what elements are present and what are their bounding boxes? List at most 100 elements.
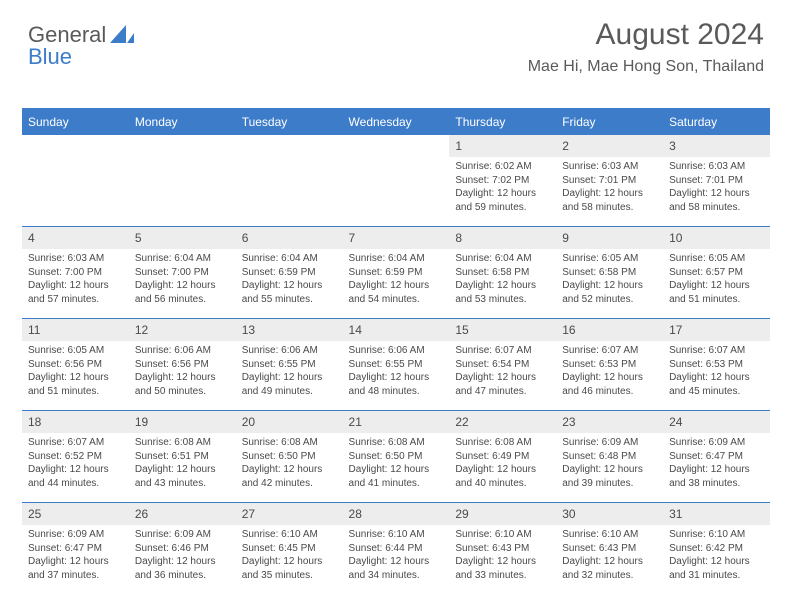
day-details: Sunrise: 6:03 AMSunset: 7:00 PMDaylight:… [22, 249, 129, 312]
day-number: 17 [663, 318, 770, 341]
calendar-table: Sunday Monday Tuesday Wednesday Thursday… [22, 108, 770, 594]
calendar-cell: 11Sunrise: 6:05 AMSunset: 6:56 PMDayligh… [22, 318, 129, 410]
day-details: Sunrise: 6:04 AMSunset: 7:00 PMDaylight:… [129, 249, 236, 312]
calendar-cell [343, 134, 450, 226]
calendar-row: 25Sunrise: 6:09 AMSunset: 6:47 PMDayligh… [22, 502, 770, 594]
calendar-cell: 6Sunrise: 6:04 AMSunset: 6:59 PMDaylight… [236, 226, 343, 318]
day-number: 16 [556, 318, 663, 341]
day-number: 21 [343, 410, 450, 433]
day-number: 2 [556, 134, 663, 157]
calendar-cell: 25Sunrise: 6:09 AMSunset: 6:47 PMDayligh… [22, 502, 129, 594]
day-number: 6 [236, 226, 343, 249]
weekday-header: Wednesday [343, 109, 450, 134]
day-number: 4 [22, 226, 129, 249]
day-number: 28 [343, 502, 450, 525]
calendar-cell [129, 134, 236, 226]
day-details: Sunrise: 6:03 AMSunset: 7:01 PMDaylight:… [663, 157, 770, 220]
day-number: 9 [556, 226, 663, 249]
day-details: Sunrise: 6:05 AMSunset: 6:57 PMDaylight:… [663, 249, 770, 312]
weekday-header: Thursday [449, 109, 556, 134]
day-details: Sunrise: 6:04 AMSunset: 6:59 PMDaylight:… [343, 249, 450, 312]
calendar-cell: 19Sunrise: 6:08 AMSunset: 6:51 PMDayligh… [129, 410, 236, 502]
brand-word2: Blue [28, 44, 72, 69]
calendar-cell: 26Sunrise: 6:09 AMSunset: 6:46 PMDayligh… [129, 502, 236, 594]
calendar-cell: 10Sunrise: 6:05 AMSunset: 6:57 PMDayligh… [663, 226, 770, 318]
day-details: Sunrise: 6:04 AMSunset: 6:58 PMDaylight:… [449, 249, 556, 312]
day-number: 29 [449, 502, 556, 525]
day-number: 10 [663, 226, 770, 249]
day-details: Sunrise: 6:05 AMSunset: 6:58 PMDaylight:… [556, 249, 663, 312]
calendar-cell: 24Sunrise: 6:09 AMSunset: 6:47 PMDayligh… [663, 410, 770, 502]
weekday-header: Tuesday [236, 109, 343, 134]
calendar-cell: 5Sunrise: 6:04 AMSunset: 7:00 PMDaylight… [129, 226, 236, 318]
weekday-header: Friday [556, 109, 663, 134]
day-details: Sunrise: 6:10 AMSunset: 6:43 PMDaylight:… [556, 525, 663, 588]
location-subtitle: Mae Hi, Mae Hong Son, Thailand [528, 58, 764, 76]
calendar-cell: 22Sunrise: 6:08 AMSunset: 6:49 PMDayligh… [449, 410, 556, 502]
calendar-cell: 4Sunrise: 6:03 AMSunset: 7:00 PMDaylight… [22, 226, 129, 318]
calendar-row: 18Sunrise: 6:07 AMSunset: 6:52 PMDayligh… [22, 410, 770, 502]
calendar-cell: 30Sunrise: 6:10 AMSunset: 6:43 PMDayligh… [556, 502, 663, 594]
calendar-cell: 8Sunrise: 6:04 AMSunset: 6:58 PMDaylight… [449, 226, 556, 318]
page-title: August 2024 [528, 18, 764, 52]
title-block: August 2024 Mae Hi, Mae Hong Son, Thaila… [528, 18, 764, 76]
day-number: 8 [449, 226, 556, 249]
calendar-cell: 9Sunrise: 6:05 AMSunset: 6:58 PMDaylight… [556, 226, 663, 318]
calendar-cell [236, 134, 343, 226]
calendar-cell: 31Sunrise: 6:10 AMSunset: 6:42 PMDayligh… [663, 502, 770, 594]
day-number: 31 [663, 502, 770, 525]
day-number: 7 [343, 226, 450, 249]
calendar-cell: 28Sunrise: 6:10 AMSunset: 6:44 PMDayligh… [343, 502, 450, 594]
day-details: Sunrise: 6:07 AMSunset: 6:53 PMDaylight:… [556, 341, 663, 404]
calendar-row: 4Sunrise: 6:03 AMSunset: 7:00 PMDaylight… [22, 226, 770, 318]
day-details: Sunrise: 6:10 AMSunset: 6:45 PMDaylight:… [236, 525, 343, 588]
calendar-cell: 3Sunrise: 6:03 AMSunset: 7:01 PMDaylight… [663, 134, 770, 226]
day-details: Sunrise: 6:02 AMSunset: 7:02 PMDaylight:… [449, 157, 556, 220]
calendar-cell: 7Sunrise: 6:04 AMSunset: 6:59 PMDaylight… [343, 226, 450, 318]
day-details: Sunrise: 6:05 AMSunset: 6:56 PMDaylight:… [22, 341, 129, 404]
day-details: Sunrise: 6:09 AMSunset: 6:46 PMDaylight:… [129, 525, 236, 588]
calendar-cell: 18Sunrise: 6:07 AMSunset: 6:52 PMDayligh… [22, 410, 129, 502]
day-details: Sunrise: 6:07 AMSunset: 6:54 PMDaylight:… [449, 341, 556, 404]
day-number: 19 [129, 410, 236, 433]
weekday-header: Saturday [663, 109, 770, 134]
calendar-cell: 13Sunrise: 6:06 AMSunset: 6:55 PMDayligh… [236, 318, 343, 410]
day-details: Sunrise: 6:10 AMSunset: 6:43 PMDaylight:… [449, 525, 556, 588]
day-details: Sunrise: 6:04 AMSunset: 6:59 PMDaylight:… [236, 249, 343, 312]
day-number: 18 [22, 410, 129, 433]
day-details: Sunrise: 6:09 AMSunset: 6:47 PMDaylight:… [663, 433, 770, 496]
day-details: Sunrise: 6:09 AMSunset: 6:48 PMDaylight:… [556, 433, 663, 496]
calendar-cell: 16Sunrise: 6:07 AMSunset: 6:53 PMDayligh… [556, 318, 663, 410]
calendar-cell: 21Sunrise: 6:08 AMSunset: 6:50 PMDayligh… [343, 410, 450, 502]
calendar-cell: 23Sunrise: 6:09 AMSunset: 6:48 PMDayligh… [556, 410, 663, 502]
day-number: 11 [22, 318, 129, 341]
day-details: Sunrise: 6:06 AMSunset: 6:55 PMDaylight:… [236, 341, 343, 404]
day-details: Sunrise: 6:08 AMSunset: 6:49 PMDaylight:… [449, 433, 556, 496]
day-details: Sunrise: 6:07 AMSunset: 6:53 PMDaylight:… [663, 341, 770, 404]
day-details: Sunrise: 6:09 AMSunset: 6:47 PMDaylight:… [22, 525, 129, 588]
day-number: 12 [129, 318, 236, 341]
day-number: 14 [343, 318, 450, 341]
day-details: Sunrise: 6:08 AMSunset: 6:51 PMDaylight:… [129, 433, 236, 496]
sail-icon [110, 25, 134, 45]
calendar-cell: 20Sunrise: 6:08 AMSunset: 6:50 PMDayligh… [236, 410, 343, 502]
day-details: Sunrise: 6:06 AMSunset: 6:55 PMDaylight:… [343, 341, 450, 404]
day-details: Sunrise: 6:08 AMSunset: 6:50 PMDaylight:… [343, 433, 450, 496]
brand-logo: General Blue [28, 22, 134, 48]
day-number: 27 [236, 502, 343, 525]
day-details: Sunrise: 6:03 AMSunset: 7:01 PMDaylight:… [556, 157, 663, 220]
calendar-row: 1Sunrise: 6:02 AMSunset: 7:02 PMDaylight… [22, 134, 770, 226]
day-number: 13 [236, 318, 343, 341]
day-number: 24 [663, 410, 770, 433]
weekday-header: Sunday [22, 109, 129, 134]
day-number: 3 [663, 134, 770, 157]
day-number: 22 [449, 410, 556, 433]
day-number: 20 [236, 410, 343, 433]
day-number: 5 [129, 226, 236, 249]
calendar-cell: 17Sunrise: 6:07 AMSunset: 6:53 PMDayligh… [663, 318, 770, 410]
day-number: 30 [556, 502, 663, 525]
day-number: 23 [556, 410, 663, 433]
calendar-cell: 1Sunrise: 6:02 AMSunset: 7:02 PMDaylight… [449, 134, 556, 226]
day-details: Sunrise: 6:10 AMSunset: 6:44 PMDaylight:… [343, 525, 450, 588]
day-details: Sunrise: 6:06 AMSunset: 6:56 PMDaylight:… [129, 341, 236, 404]
